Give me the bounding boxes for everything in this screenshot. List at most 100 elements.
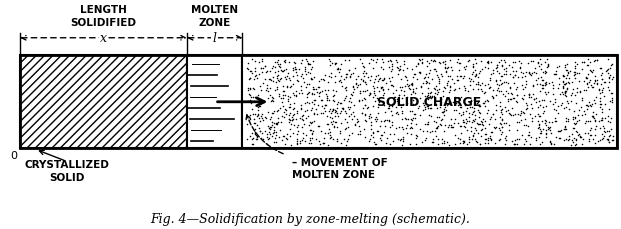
- Point: [484, 60, 494, 64]
- Point: [308, 60, 318, 64]
- Point: [591, 80, 601, 84]
- Point: [525, 73, 535, 77]
- Point: [592, 59, 602, 63]
- Point: [385, 80, 395, 84]
- Point: [267, 99, 277, 102]
- Point: [495, 138, 505, 142]
- Point: [480, 132, 490, 136]
- Point: [342, 86, 351, 89]
- Point: [335, 112, 345, 115]
- Point: [557, 102, 567, 106]
- Point: [567, 92, 577, 96]
- Point: [298, 136, 308, 140]
- Point: [250, 67, 260, 71]
- Point: [438, 60, 448, 64]
- Point: [430, 91, 440, 95]
- Point: [554, 65, 564, 69]
- Point: [465, 80, 475, 83]
- Point: [355, 83, 365, 86]
- Point: [587, 85, 597, 89]
- Point: [597, 117, 607, 120]
- Point: [438, 110, 448, 114]
- Point: [303, 71, 313, 74]
- Point: [591, 113, 601, 117]
- Point: [561, 82, 571, 85]
- Point: [317, 104, 327, 108]
- Point: [373, 98, 383, 102]
- Point: [607, 78, 617, 82]
- Point: [468, 111, 478, 114]
- Point: [300, 140, 310, 144]
- Point: [427, 130, 437, 133]
- Point: [512, 101, 522, 105]
- Point: [297, 132, 307, 135]
- Point: [265, 78, 274, 82]
- Point: [332, 68, 342, 72]
- Point: [288, 119, 297, 123]
- Point: [324, 110, 334, 114]
- Point: [508, 97, 518, 101]
- Point: [496, 109, 506, 113]
- Point: [397, 126, 407, 130]
- Point: [560, 63, 569, 67]
- Point: [368, 105, 378, 109]
- Point: [468, 121, 478, 124]
- Point: [296, 62, 306, 65]
- Point: [458, 118, 468, 122]
- Point: [405, 127, 415, 131]
- Point: [333, 68, 343, 71]
- Point: [405, 142, 415, 146]
- Point: [386, 110, 396, 114]
- Point: [360, 104, 370, 107]
- Point: [342, 121, 351, 124]
- Point: [257, 113, 267, 116]
- Point: [391, 112, 401, 115]
- Point: [581, 120, 591, 123]
- Point: [468, 63, 478, 66]
- Point: [559, 83, 569, 87]
- Point: [531, 136, 541, 140]
- Point: [609, 138, 619, 142]
- Point: [575, 134, 585, 138]
- Point: [401, 76, 410, 79]
- Point: [358, 72, 368, 75]
- Point: [542, 65, 552, 69]
- Point: [510, 74, 520, 78]
- Point: [477, 121, 487, 125]
- Point: [546, 142, 556, 146]
- Point: [558, 74, 568, 78]
- Point: [331, 89, 341, 93]
- Point: [408, 90, 418, 94]
- Point: [360, 74, 369, 78]
- Point: [264, 126, 274, 130]
- Point: [422, 81, 432, 84]
- Point: [322, 122, 332, 126]
- Point: [254, 99, 264, 103]
- Point: [339, 99, 349, 103]
- Point: [283, 95, 293, 99]
- Point: [543, 126, 553, 130]
- Point: [335, 132, 345, 136]
- Point: [569, 74, 579, 78]
- Point: [291, 95, 301, 99]
- Point: [496, 79, 505, 82]
- Point: [352, 120, 362, 124]
- Point: [546, 131, 556, 135]
- Point: [542, 129, 551, 132]
- Point: [307, 132, 317, 136]
- Point: [345, 76, 355, 79]
- Point: [580, 122, 590, 125]
- Point: [542, 58, 552, 62]
- Point: [323, 123, 333, 127]
- Point: [330, 63, 340, 67]
- Point: [518, 72, 528, 76]
- Point: [582, 83, 592, 86]
- Point: [266, 100, 276, 104]
- Point: [319, 79, 329, 83]
- Point: [353, 132, 363, 136]
- Point: [590, 120, 600, 123]
- Point: [358, 107, 368, 110]
- Point: [483, 136, 493, 140]
- Point: [280, 142, 290, 146]
- Point: [481, 133, 491, 136]
